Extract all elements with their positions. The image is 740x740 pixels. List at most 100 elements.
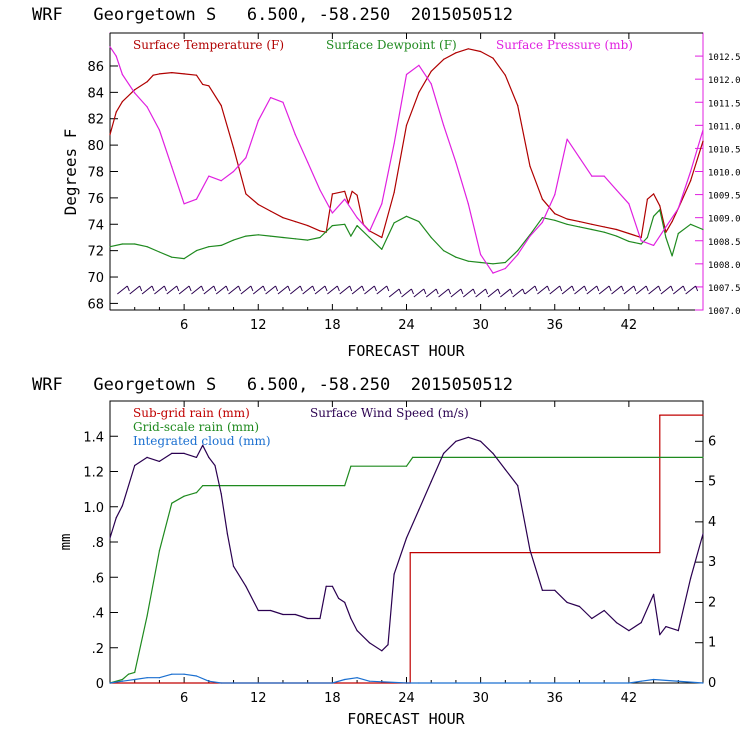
wind-barb-flag [621, 285, 624, 292]
dewpoint-point [615, 235, 618, 237]
y2-tick-label: 2 [708, 595, 716, 610]
wind-speed-point [195, 456, 198, 458]
pressure-point [554, 194, 556, 196]
y-tick-label: .2 [92, 642, 104, 657]
temperature-point [566, 218, 568, 220]
temperature-point [554, 213, 556, 215]
wind-speed-point [344, 601, 346, 604]
wind-barb-flag [423, 288, 427, 295]
wind-barb-flag [509, 288, 513, 295]
pressure-point [208, 175, 210, 177]
wind-barb [487, 288, 499, 298]
pressure-point [183, 203, 185, 205]
temperature-point [232, 147, 235, 149]
y2-tick-label: 1010.5 [708, 145, 740, 155]
wind-barb-flag [682, 285, 686, 292]
wind-speed-point [430, 481, 432, 483]
temperature-point [690, 180, 692, 182]
subgrid-rain-point [702, 414, 704, 416]
integrated-cloud-point [109, 682, 111, 684]
grid-scale-rain-point [134, 671, 136, 674]
wind-barb [685, 285, 696, 295]
y-tick-label: 78 [87, 166, 104, 181]
grid-scale-rain-point [146, 615, 148, 617]
pressure-point [690, 170, 692, 173]
pressure-point [665, 226, 667, 228]
y-tick-label: 74 [87, 218, 104, 233]
dewpoint-point [381, 248, 383, 250]
wind-barb-flag [238, 285, 242, 292]
integrated-cloud-point [134, 678, 136, 681]
wind-barb [302, 285, 313, 295]
integrated-cloud-point [195, 675, 198, 677]
wind-barb [215, 285, 227, 295]
wind-barb [475, 288, 486, 298]
dewpoint-point [331, 225, 333, 227]
wind-speed-point [659, 634, 661, 636]
wind-barb [537, 285, 548, 295]
y2-tick-label: 6 [708, 434, 716, 449]
dewpoint-point [541, 217, 544, 219]
integrated-cloud-point [344, 678, 346, 681]
dewpoint-point [653, 215, 655, 217]
y2-tick-label: 0 [708, 676, 716, 691]
temperature-point [529, 165, 531, 167]
integrated-cloud-point [628, 682, 630, 684]
integrated-cloud-point [220, 682, 222, 684]
wind-speed-point [356, 630, 358, 632]
grid-scale-rain-point [183, 495, 185, 497]
pressure-line [109, 46, 704, 274]
grid-scale-rain-point [121, 678, 123, 681]
dewpoint-point [171, 256, 173, 258]
dewpoint-line [109, 209, 704, 265]
dewpoint-point [443, 250, 445, 252]
x-tick-label: 18 [324, 318, 341, 333]
wind-barb [141, 285, 153, 295]
integrated-cloud-point [208, 680, 210, 682]
dewpoint-point [294, 238, 296, 240]
temperature-point [671, 221, 673, 223]
grid-scale-rain-point [702, 456, 704, 458]
wind-speed-point [455, 440, 457, 442]
wind-barb [364, 285, 375, 295]
pressure-point [640, 240, 642, 242]
temperature-point [171, 72, 173, 74]
pressure-point [628, 203, 630, 205]
x-tick-label: 6 [180, 318, 188, 333]
wind-barb-flag [583, 285, 587, 292]
dewpoint-point [467, 260, 469, 262]
wind-speed-point [158, 460, 160, 462]
wind-speed-point [220, 493, 222, 495]
wind-speed-point [294, 613, 296, 616]
wind-speed-point [702, 533, 704, 535]
lower-y-axis-label: mm [58, 534, 74, 551]
y-tick-label: 86 [87, 60, 104, 75]
pressure-point [115, 55, 117, 57]
wind-barbs [117, 285, 699, 298]
wind-barb [339, 285, 351, 295]
y-tick-label: .6 [92, 571, 104, 586]
temperature-point [665, 231, 667, 233]
wind-barb-flag [386, 285, 390, 292]
temperature-point [220, 104, 222, 107]
pressure-point [492, 272, 494, 274]
subgrid-rain-line [110, 414, 703, 684]
pressure-point [591, 175, 593, 177]
wind-barb-flag [546, 285, 550, 292]
wind-barb [401, 288, 412, 298]
grid-scale-rain-point [350, 465, 352, 467]
y-tick-label: 1.4 [83, 430, 104, 445]
wind-barb [586, 285, 598, 295]
subgrid-rain-point [659, 414, 661, 416]
wind-speed-point [350, 617, 352, 620]
integrated-cloud-point [653, 678, 655, 681]
dewpoint-point [356, 225, 358, 227]
wind-barb-flag [373, 285, 377, 292]
y2-tick-label: 1010.0 [708, 169, 740, 179]
dewpoint-point [307, 239, 309, 241]
dewpoint-point [504, 261, 506, 264]
upper-y-axis-label: Degrees F [61, 129, 80, 216]
dewpoint-point [418, 221, 420, 223]
pressure-point [677, 207, 679, 209]
pressure-point [381, 203, 383, 205]
